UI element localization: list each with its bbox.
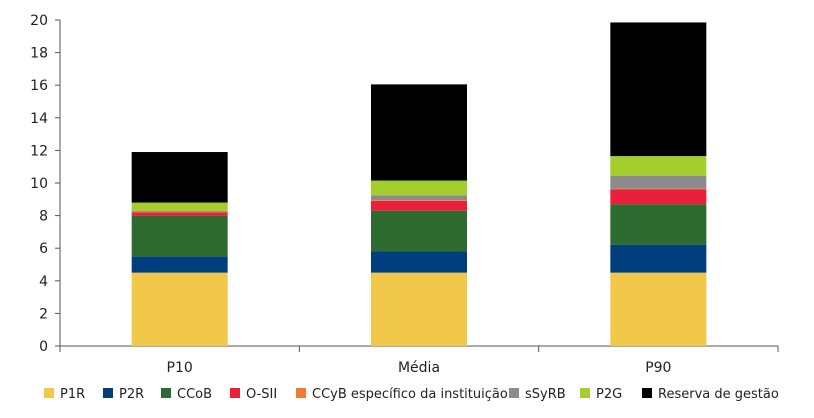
y-tick-label: 14: [30, 111, 48, 127]
bar-segment-o-sii-1: [371, 200, 467, 211]
bar-segment-ccyb-espec-fico-da-institui-o-1: [371, 200, 467, 201]
x-category-label: P90: [645, 360, 671, 376]
legend-label: Reserva de gestão: [658, 387, 779, 402]
axes: 0 2 4 6 8 10 12 14 16 18 20 P10 Média P90: [30, 13, 779, 376]
bar-segment-p2g-0: [131, 202, 228, 211]
y-tick-label: 12: [30, 143, 48, 159]
bar-segment-ssyrb-2: [610, 175, 707, 189]
bar-segment-p1r-0: [131, 272, 228, 346]
bars: [131, 22, 707, 346]
y-tick-label: 10: [30, 176, 48, 192]
legend-label: P2R: [119, 387, 144, 402]
y-tick-label: 20: [30, 13, 48, 29]
bar-segment-reserva-de-gest-o-1: [371, 84, 467, 181]
y-tick-label: 4: [39, 274, 48, 290]
legend-label: P1R: [60, 387, 85, 402]
bar-segment-p2r-1: [371, 251, 467, 273]
legend-label: O-SII: [246, 387, 277, 402]
legend-swatch: [580, 388, 590, 398]
bar-segment-p2g-2: [610, 156, 707, 176]
bar-segment-p1r-2: [610, 272, 707, 346]
bar-segment-ssyrb-1: [371, 195, 467, 201]
y-tick-label: 2: [39, 306, 48, 322]
x-category-label: Média: [398, 360, 440, 376]
bar-segment-ccyb-espec-fico-da-institui-o-2: [610, 188, 707, 190]
y-tick-label: 18: [30, 46, 48, 62]
y-tick-label: 0: [39, 339, 48, 355]
bar-segment-o-sii-0: [131, 212, 228, 216]
x-category-label: P10: [167, 360, 193, 376]
bar-segment-ssyrb-0: [131, 210, 228, 212]
legend-swatch: [161, 388, 171, 398]
legend-swatch: [103, 388, 113, 398]
bar-segment-reserva-de-gest-o-0: [131, 152, 228, 203]
legend-swatch: [642, 388, 652, 398]
legend-label: CCyB específico da instituição: [312, 387, 508, 402]
bar-segment-p2g-1: [371, 180, 467, 196]
bar-segment-p2r-2: [610, 244, 707, 273]
bar-segment-o-sii-2: [610, 189, 707, 205]
bar-segment-p2r-0: [131, 256, 228, 273]
legend-label: sSyRB: [525, 387, 566, 402]
legend-label: P2G: [596, 387, 622, 402]
bar-segment-ccob-1: [371, 210, 467, 252]
y-tick-label: 6: [39, 241, 48, 257]
bar-segment-ccob-0: [131, 215, 228, 257]
bar-segment-ccyb-espec-fico-da-institui-o-0: [131, 211, 228, 213]
legend-swatch: [230, 388, 240, 398]
bar-segment-ccob-2: [610, 204, 707, 245]
y-tick-label: 16: [30, 78, 48, 94]
legend-swatch: [296, 388, 306, 398]
y-tick-label: 8: [39, 209, 48, 225]
bar-segment-p1r-1: [371, 272, 467, 346]
legend-label: CCoB: [177, 387, 212, 402]
legend: P1R P2R CCoB O-SII CCyB específico da instit…: [44, 387, 779, 402]
legend-swatch: [509, 388, 519, 398]
legend-swatch: [44, 388, 54, 398]
bar-segment-reserva-de-gest-o-2: [610, 22, 707, 157]
